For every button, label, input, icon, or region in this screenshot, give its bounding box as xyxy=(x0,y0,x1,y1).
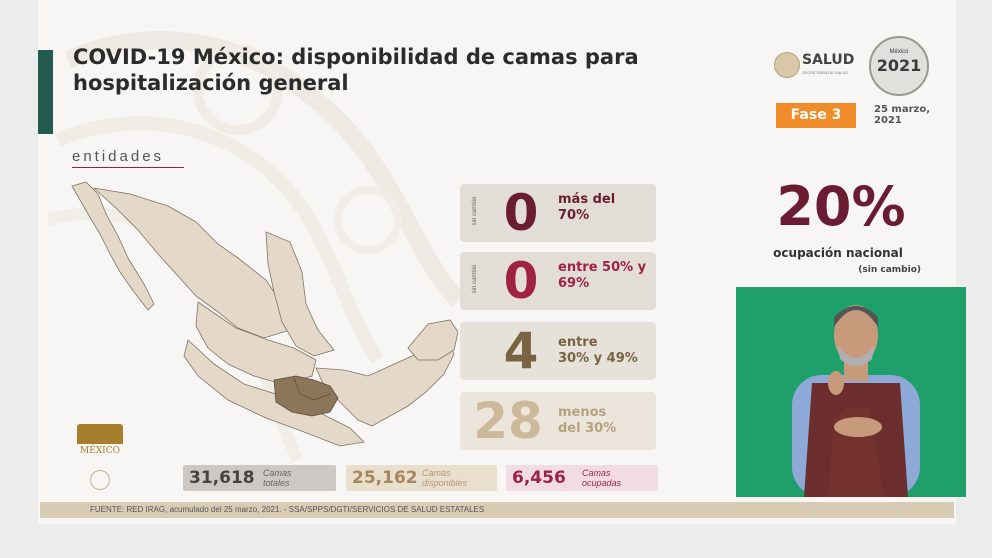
available-beds-box: 25,162 Camas disponibles xyxy=(346,465,497,491)
national-occupancy-change: (sin cambio) xyxy=(858,265,921,275)
phase-badge: Fase 3 xyxy=(776,103,856,128)
available-beds-label: Camas disponibles xyxy=(422,468,468,488)
seal-year: 2021 xyxy=(876,56,922,75)
total-beds-box: 31,618 Camas totales xyxy=(183,465,336,491)
range-count: 4 xyxy=(503,322,539,380)
occupied-beds-box: 6,456 Camas ocupadas xyxy=(506,465,658,491)
map-southeast-states xyxy=(315,341,455,427)
map-yucatan xyxy=(407,319,458,361)
total-beds-label: Camas totales xyxy=(263,468,292,488)
occupied-beds-label: Camas ocupadas xyxy=(582,468,622,488)
range-card-under-30: 28 menos del 30% xyxy=(460,392,656,450)
interpreter-figure xyxy=(792,305,920,497)
slide: COVID-19 México: disponibilidad de camas… xyxy=(38,0,956,524)
source-text: FUENTE: RED IRAG, acumulado del 25 marzo… xyxy=(90,505,485,514)
date-line-1: 25 marzo, xyxy=(874,104,930,115)
map-highlighted-states xyxy=(273,375,339,417)
national-occupancy-percent: 20% xyxy=(776,175,906,238)
map-section-underline xyxy=(72,167,184,168)
range-change-note: sin cambio xyxy=(472,196,478,226)
range-count: 28 xyxy=(473,392,543,450)
range-label: más del 70% xyxy=(558,192,616,223)
report-date: 25 marzo, 2021 xyxy=(874,104,934,126)
range-label: menos del 30% xyxy=(558,405,617,436)
map-north-states xyxy=(92,187,291,339)
range-label: entre 30% y 49% xyxy=(558,335,638,366)
seal-country: México xyxy=(889,49,909,55)
salud-logo: SALUD SECRETARÍA DE SALUD xyxy=(774,50,856,80)
heroes-icon xyxy=(77,424,123,444)
national-occupancy-label: ocupación nacional xyxy=(773,246,903,260)
gobierno-de-mexico-logo: MÉXICO xyxy=(74,420,126,490)
salud-logo-text: SALUD xyxy=(802,52,855,68)
salud-logo-subtext: SECRETARÍA DE SALUD xyxy=(802,70,849,75)
range-count: 0 xyxy=(503,252,539,310)
map-highlighted-state-edge xyxy=(293,377,331,401)
title-accent-bar xyxy=(38,50,53,134)
occupied-beds-value: 6,456 xyxy=(512,468,566,488)
range-card-30-49: 4 entre 30% y 49% xyxy=(460,322,656,380)
title-line-2: hospitalización general xyxy=(73,71,349,95)
available-beds-value: 25,162 xyxy=(352,468,418,488)
map-pacific-states xyxy=(183,339,365,447)
total-beds-value: 31,618 xyxy=(189,468,255,488)
page-title: COVID-19 México: disponibilidad de camas… xyxy=(73,44,693,96)
sign-language-interpreter-video xyxy=(736,287,966,497)
gobierno-logo-text: MÉXICO xyxy=(79,446,120,456)
range-label: entre 50% y 69% xyxy=(558,260,647,291)
map-gulf-states xyxy=(265,231,335,357)
eagle-seal-icon xyxy=(774,52,800,78)
range-change-note: sin cambio xyxy=(472,264,478,294)
mexico-states-map xyxy=(71,181,458,447)
source-footer: FUENTE: RED IRAG, acumulado del 25 marzo… xyxy=(40,502,954,518)
range-count: 0 xyxy=(503,184,539,242)
date-line-2: 2021 xyxy=(874,115,902,126)
range-card-50-69: sin cambio 0 entre 50% y 69% xyxy=(460,252,656,310)
map-section-label: entidades xyxy=(72,148,165,165)
range-card-over-70: sin cambio 0 más del 70% xyxy=(460,184,656,242)
mexico-2021-seal: México 2021 xyxy=(869,36,929,96)
map-baja-california xyxy=(71,181,155,311)
title-line-1: COVID-19 México: disponibilidad de camas… xyxy=(73,45,639,69)
seal-icon xyxy=(90,470,110,490)
